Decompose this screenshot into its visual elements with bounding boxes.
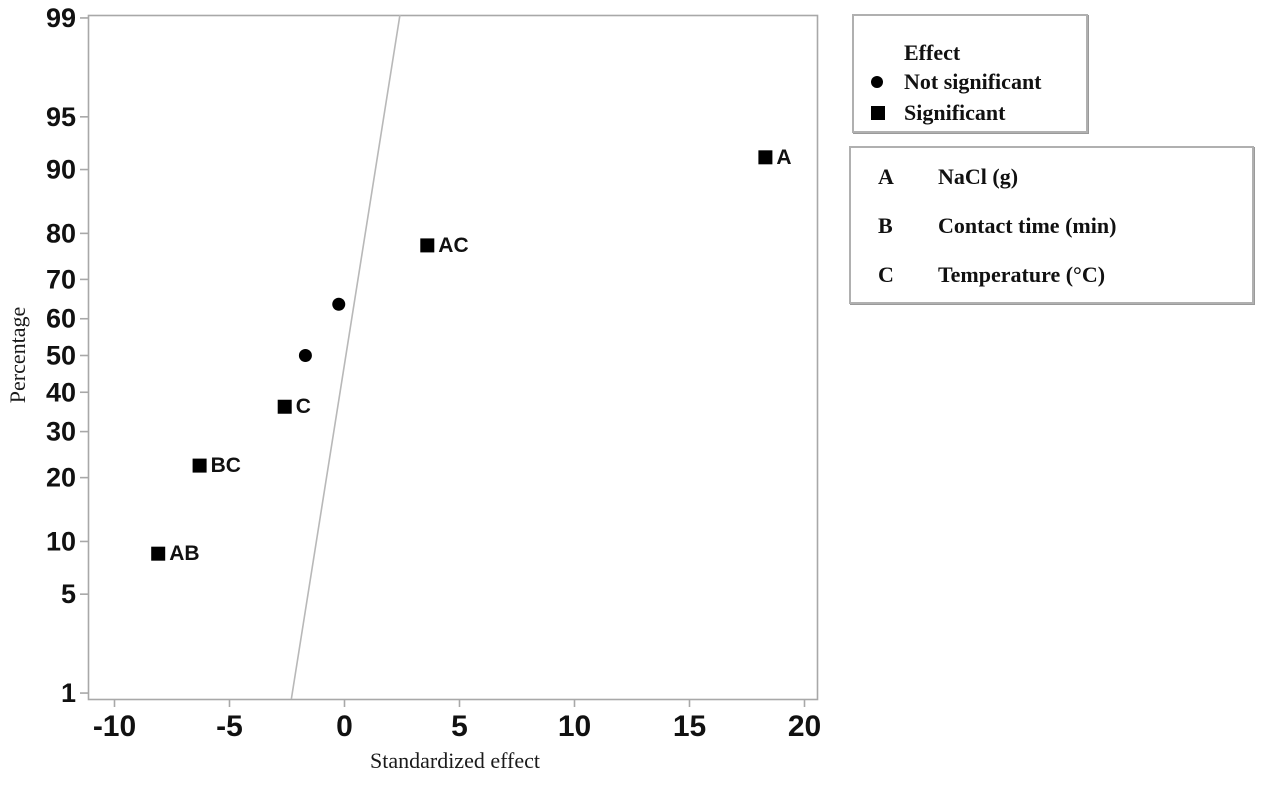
data-point-circle xyxy=(332,297,346,311)
point-label-C: C xyxy=(296,395,311,418)
data-point-square-AB xyxy=(151,546,166,561)
factor-row-C: C Temperature (°C) xyxy=(851,250,1252,299)
legend-items: Not significant Significant xyxy=(854,66,1086,128)
factor-code: A xyxy=(878,163,894,189)
x-tick-label: 0 xyxy=(336,710,353,743)
y-tick-label: 95 xyxy=(46,102,76,132)
y-tick-label: 5 xyxy=(61,579,76,609)
legend-item-label: Significant xyxy=(904,99,1006,125)
x-axis-title: Standardized effect xyxy=(369,748,541,773)
reference-line xyxy=(290,14,401,700)
factor-row-A: A NaCl (g) xyxy=(851,152,1252,201)
data-point-circle xyxy=(298,349,312,362)
factor-code: C xyxy=(878,261,894,287)
x-tick-label: 15 xyxy=(673,710,706,743)
plot-frame-border xyxy=(87,14,819,701)
x-tick-label: 10 xyxy=(558,710,591,743)
y-tick-label: 50 xyxy=(46,341,76,371)
point-label-AC: AC xyxy=(438,234,468,257)
legend-item-label: Not significant xyxy=(904,68,1042,94)
y-tick-label: 80 xyxy=(46,218,76,248)
y-tick-label: 99 xyxy=(46,3,76,33)
legend-item: Not significant xyxy=(854,66,1086,97)
point-label-AB: AB xyxy=(169,542,199,565)
y-tick-label: 70 xyxy=(46,264,76,294)
legend-marker-wrap xyxy=(854,75,904,88)
point-label-A: A xyxy=(776,146,791,169)
legend-item: Significant xyxy=(854,97,1086,128)
factor-name: Contact time (min) xyxy=(938,212,1117,238)
circle-marker-icon xyxy=(871,75,883,88)
x-tick-label: -10 xyxy=(93,710,136,743)
factor-name: Temperature (°C) xyxy=(938,261,1106,287)
y-tick-label: 1 xyxy=(61,678,76,708)
effect-legend: Effect Not significant Significant xyxy=(852,14,1088,133)
data-point-square-C xyxy=(277,399,292,414)
y-tick-label: 20 xyxy=(46,463,76,493)
y-tick-label: 10 xyxy=(46,526,76,556)
y-tick-label: 60 xyxy=(46,304,76,334)
data-point-square-A xyxy=(758,150,773,165)
factor-name: NaCl (g) xyxy=(938,163,1019,189)
factor-code: B xyxy=(878,212,893,238)
y-tick-label: 30 xyxy=(46,417,76,447)
square-marker-icon xyxy=(871,105,885,120)
factor-rows: A NaCl (g) B Contact time (min) C Temperature… xyxy=(851,148,1252,299)
point-label-BC: BC xyxy=(211,454,241,477)
x-tick-label: -5 xyxy=(216,710,243,743)
x-tick-label: 5 xyxy=(451,710,468,743)
y-tick-label: 40 xyxy=(46,377,76,407)
factor-row-B: B Contact time (min) xyxy=(851,201,1252,250)
data-point-square-BC xyxy=(192,458,207,473)
factor-legend: A NaCl (g) B Contact time (min) C Temperature… xyxy=(849,146,1254,304)
legend-title: Effect xyxy=(904,40,961,65)
data-point-square-AC xyxy=(420,238,435,253)
legend-marker-wrap xyxy=(854,105,904,120)
y-axis-title: Percentage xyxy=(5,306,30,404)
x-tick-label: 20 xyxy=(788,710,821,743)
y-tick-label: 90 xyxy=(46,155,76,185)
